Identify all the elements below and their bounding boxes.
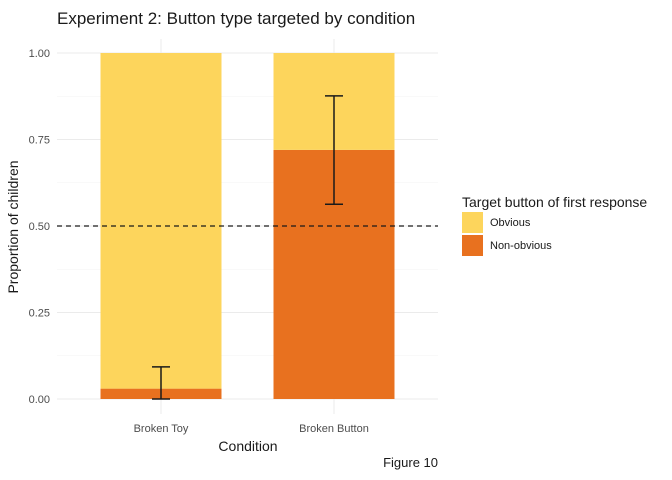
legend-title: Target button of first response [462,194,647,210]
legend-entry-label: Obvious [490,217,531,229]
y-tick-label: 0.00 [29,394,50,406]
legend-swatch [462,235,483,256]
chart-title: Experiment 2: Button type targeted by co… [57,9,415,28]
x-tick-label: Broken Toy [134,423,189,435]
x-axis-ticks: Broken Toy Broken Button [134,423,369,435]
legend-entry-label: Non-obvious [490,240,552,252]
x-axis-label: Condition [218,438,277,454]
y-axis-ticks: 0.00 0.25 0.50 0.75 1.00 [29,48,50,406]
legend-swatch [462,212,483,233]
y-tick-label: 0.50 [29,221,50,233]
y-tick-label: 1.00 [29,48,50,60]
y-tick-label: 0.25 [29,308,50,320]
legend: Target button of first response Obvious N… [462,194,647,256]
y-tick-label: 0.75 [29,135,50,147]
figure-caption: Figure 10 [383,455,438,470]
x-tick-label: Broken Button [299,423,369,435]
error-bars [152,95,343,400]
bar-obvious [100,53,222,389]
legend-items: Obvious Non-obvious [462,212,552,256]
y-axis-label: Proportion of children [5,160,21,293]
